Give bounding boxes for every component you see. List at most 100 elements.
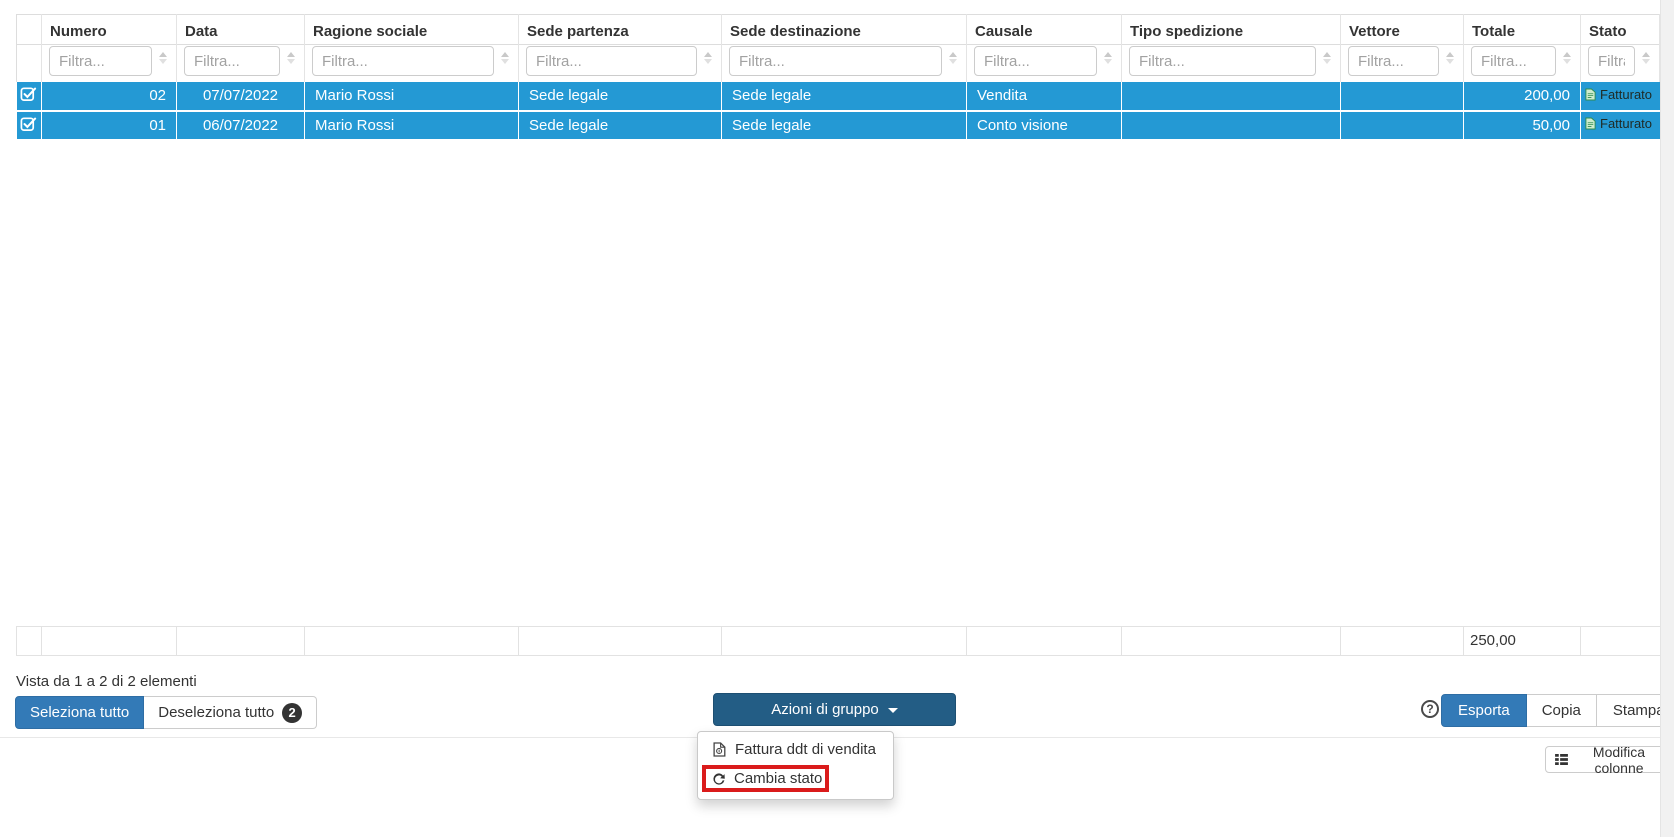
table-row[interactable]: 01 06/07/2022 Mario Rossi Sede legale Sede l… xyxy=(16,110,1660,141)
export-button-group: Esporta Copia Stampa xyxy=(1441,694,1674,727)
ddt-table-footer: 250,00 xyxy=(16,625,1660,656)
cell-totale: 200,00 xyxy=(1463,81,1581,112)
selected-count-badge: 2 xyxy=(282,702,303,723)
filter-input-vettore[interactable] xyxy=(1348,46,1439,76)
cell-sede_destinazione: Sede legale xyxy=(721,81,967,112)
menu-item-cambia-stato[interactable]: Cambia stato xyxy=(702,765,829,792)
filter-input-stato[interactable] xyxy=(1588,46,1635,76)
cell-sel xyxy=(16,81,42,112)
table-empty-space xyxy=(16,141,1659,626)
column-header-ragione[interactable]: Ragione sociale xyxy=(304,14,519,45)
cell-numero: 01 xyxy=(41,110,177,141)
filter-input-sede_destinazione[interactable] xyxy=(729,46,942,76)
filter-cell-sel xyxy=(16,44,42,82)
copy-button[interactable]: Copia xyxy=(1526,694,1596,727)
filter-cell-numero xyxy=(41,44,177,82)
cell-ragione: Mario Rossi xyxy=(304,81,519,112)
column-header-data[interactable]: Data xyxy=(176,14,305,45)
cell-sede_destinazione: Sede legale xyxy=(721,110,967,141)
edit-check-icon[interactable] xyxy=(20,115,37,132)
filter-cell-sede_destinazione xyxy=(721,44,967,82)
cell-numero: 02 xyxy=(41,81,177,112)
column-header-vettore[interactable]: Vettore xyxy=(1340,14,1464,45)
column-header-sel xyxy=(16,14,42,45)
group-actions-dropdown: Fattura ddt di vendita Cambia stato xyxy=(697,731,894,800)
footer-cell-sede_destinazione xyxy=(721,625,967,656)
sort-icon[interactable] xyxy=(159,52,167,64)
cell-tipo_spedizione xyxy=(1121,81,1341,112)
filter-input-data[interactable] xyxy=(184,46,280,76)
footer-cell-causale xyxy=(966,625,1122,656)
footer-cell-ragione xyxy=(304,625,519,656)
filter-input-causale[interactable] xyxy=(974,46,1097,76)
invoice-doc-icon xyxy=(1585,88,1596,101)
sort-icon[interactable] xyxy=(1104,52,1112,64)
cell-data: 07/07/2022 xyxy=(176,81,305,112)
invoice-file-icon xyxy=(711,742,727,757)
cell-stato: Fatturato xyxy=(1580,81,1660,112)
column-header-sede_partenza[interactable]: Sede partenza xyxy=(518,14,722,45)
sort-icon[interactable] xyxy=(501,52,509,64)
select-all-button[interactable]: Seleziona tutto xyxy=(15,696,145,729)
filter-input-sede_partenza[interactable] xyxy=(526,46,697,76)
edit-columns-button[interactable]: Modifica colonne xyxy=(1545,743,1674,776)
sort-icon[interactable] xyxy=(704,52,712,64)
sort-icon[interactable] xyxy=(1563,52,1571,64)
group-actions-label: Azioni di gruppo xyxy=(771,701,879,718)
group-actions-button[interactable]: Azioni di gruppo xyxy=(713,693,956,726)
deselect-all-label: Deseleziona tutto xyxy=(158,704,275,721)
footer-cell-sel xyxy=(16,625,42,656)
deselect-all-button[interactable]: Deseleziona tutto 2 xyxy=(144,696,318,729)
sort-icon[interactable] xyxy=(1323,52,1331,64)
column-header-numero[interactable]: Numero xyxy=(41,14,177,45)
cell-totale: 50,00 xyxy=(1463,110,1581,141)
filter-input-numero[interactable] xyxy=(49,46,152,76)
vertical-scrollbar[interactable] xyxy=(1660,0,1674,837)
filter-cell-vettore xyxy=(1340,44,1464,82)
footer-cell-sede_partenza xyxy=(518,625,722,656)
invoice-doc-icon xyxy=(1585,117,1596,130)
help-icon[interactable]: ? xyxy=(1421,700,1439,718)
export-button[interactable]: Esporta xyxy=(1441,694,1527,727)
footer-cell-numero xyxy=(41,625,177,656)
cell-causale: Conto visione xyxy=(966,110,1122,141)
list-columns-icon xyxy=(1555,754,1568,765)
filter-input-totale[interactable] xyxy=(1471,46,1556,76)
caret-down-icon xyxy=(887,708,898,713)
edit-check-icon[interactable] xyxy=(20,85,37,102)
cell-ragione: Mario Rossi xyxy=(304,110,519,141)
sort-icon[interactable] xyxy=(949,52,957,64)
cell-stato: Fatturato xyxy=(1580,110,1660,141)
table-row[interactable]: 02 07/07/2022 Mario Rossi Sede legale Sede l… xyxy=(16,81,1660,112)
footer-cell-tipo_spedizione xyxy=(1121,625,1341,656)
column-header-causale[interactable]: Causale xyxy=(966,14,1122,45)
sort-icon[interactable] xyxy=(287,52,295,64)
edit-columns-label: Modifica colonne xyxy=(1592,743,1646,776)
column-header-tipo_spedizione[interactable]: Tipo spedizione xyxy=(1121,14,1341,45)
footer-cell-stato xyxy=(1580,625,1660,656)
sort-icon[interactable] xyxy=(1642,52,1650,64)
menu-item-label: Fattura ddt di vendita xyxy=(735,741,876,758)
cell-vettore xyxy=(1340,81,1464,112)
ddt-table-area: Numero Data Ragione sociale Sede partenza Se… xyxy=(16,14,1660,656)
filter-cell-stato xyxy=(1580,44,1660,82)
menu-item-fattura-ddt[interactable]: Fattura ddt di vendita xyxy=(698,737,893,762)
filter-cell-ragione xyxy=(304,44,519,82)
cell-tipo_spedizione xyxy=(1121,110,1341,141)
column-header-stato[interactable]: Stato xyxy=(1580,14,1660,45)
cell-sede_partenza: Sede legale xyxy=(518,110,722,141)
footer-cell-data xyxy=(176,625,305,656)
filter-input-tipo_spedizione[interactable] xyxy=(1129,46,1316,76)
sort-icon[interactable] xyxy=(1446,52,1454,64)
status-badge: Fatturato xyxy=(1585,87,1652,102)
results-info-text: Vista da 1 a 2 di 2 elementi xyxy=(16,673,197,690)
filter-input-ragione[interactable] xyxy=(312,46,494,76)
column-header-totale[interactable]: Totale xyxy=(1463,14,1581,45)
cell-causale: Vendita xyxy=(966,81,1122,112)
footer-cell-vettore xyxy=(1340,625,1464,656)
column-header-sede_destinazione[interactable]: Sede destinazione xyxy=(721,14,967,45)
footer-total-sum: 250,00 xyxy=(1463,625,1581,656)
selection-button-group: Seleziona tutto Deseleziona tutto 2 xyxy=(15,696,318,729)
cell-sel xyxy=(16,110,42,141)
cell-vettore xyxy=(1340,110,1464,141)
